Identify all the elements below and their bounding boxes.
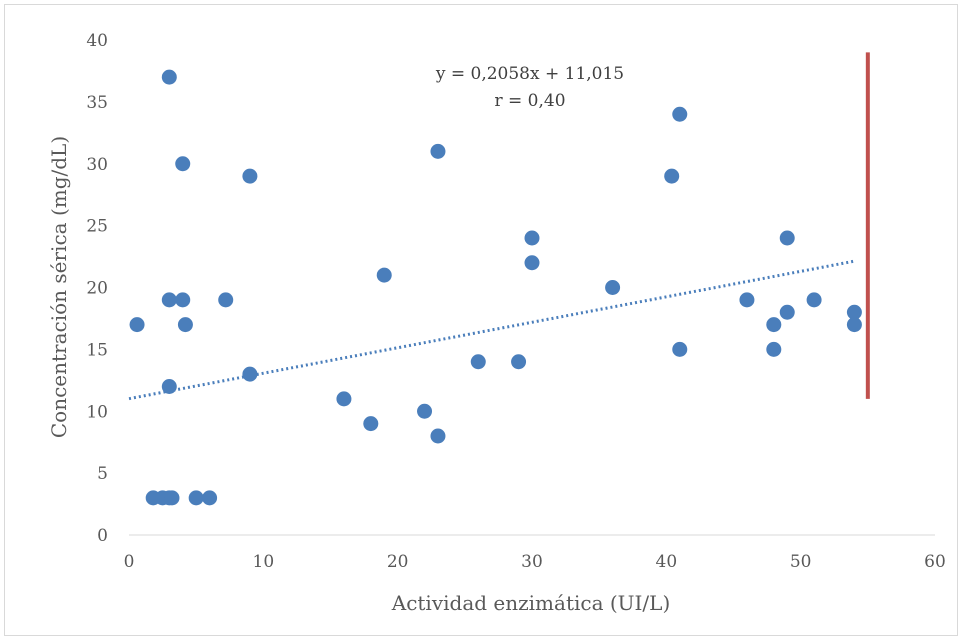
y-tick-label: 30: [86, 155, 108, 175]
y-tick-label: 5: [97, 464, 108, 484]
data-point: [161, 292, 177, 308]
data-point: [779, 230, 795, 246]
data-point: [806, 292, 822, 308]
y-tick-label: 0: [97, 526, 108, 546]
equation-label: y = 0,2058x + 11,015: [435, 64, 624, 84]
data-points: [129, 69, 862, 506]
trendline-group: [128, 259, 855, 401]
data-point: [430, 143, 446, 159]
correlation-label: r = 0,40: [494, 91, 565, 111]
data-point: [188, 490, 204, 506]
data-point: [175, 156, 191, 172]
data-point: [202, 490, 218, 506]
data-point: [511, 354, 527, 370]
trendline: [128, 259, 855, 401]
data-point: [524, 255, 540, 271]
x-tick-label: 40: [656, 552, 678, 572]
data-point: [470, 354, 486, 370]
data-point: [242, 168, 258, 184]
data-point: [672, 341, 688, 357]
data-point: [430, 428, 446, 444]
y-tick-label: 10: [86, 402, 108, 422]
data-point: [175, 292, 191, 308]
data-point: [524, 230, 540, 246]
data-point: [672, 106, 688, 122]
data-point: [177, 317, 193, 333]
data-point: [242, 366, 258, 382]
y-tick-label: 15: [86, 340, 108, 360]
data-point: [766, 317, 782, 333]
data-point: [739, 292, 755, 308]
y-tick-label: 20: [86, 279, 108, 299]
data-point: [605, 280, 621, 295]
data-point: [336, 391, 352, 407]
data-point: [218, 292, 234, 308]
data-point: [363, 416, 379, 432]
x-tick-label: 10: [253, 552, 275, 572]
data-point: [164, 490, 180, 506]
data-point: [766, 341, 782, 357]
y-tick-label: 40: [86, 31, 108, 51]
data-point: [417, 403, 433, 419]
x-tick-labels: 0 10 20 30 40 50 60: [124, 552, 946, 572]
x-axis-title: Actividad enzimática (UI/L): [391, 591, 671, 615]
y-axis-title: Concentración sérica (mg/dL): [47, 136, 71, 438]
data-point: [129, 317, 145, 333]
data-point: [846, 304, 862, 320]
data-point: [779, 304, 795, 320]
x-tick-label: 50: [790, 552, 812, 572]
y-tick-label: 35: [86, 93, 108, 113]
data-point: [161, 69, 177, 85]
y-tick-label: 25: [86, 217, 108, 237]
x-tick-label: 20: [387, 552, 409, 572]
data-point: [846, 317, 862, 333]
data-point: [161, 379, 177, 394]
chart-frame: [4, 4, 958, 636]
data-point: [664, 168, 680, 184]
y-tick-labels: 0 5 10 15 20 25 30 35 40: [86, 31, 108, 546]
x-tick-label: 0: [124, 552, 135, 572]
x-tick-label: 30: [521, 552, 543, 572]
x-tick-label: 60: [924, 552, 946, 572]
data-point: [376, 267, 392, 283]
